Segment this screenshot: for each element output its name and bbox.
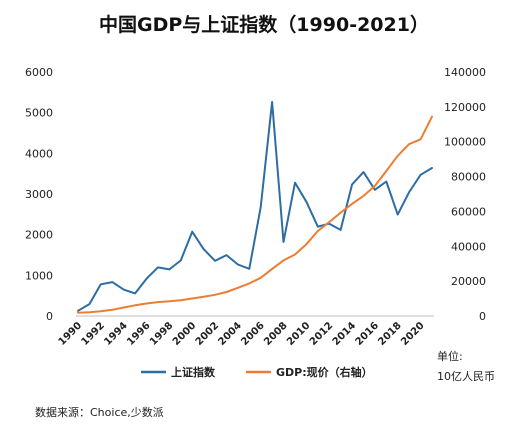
x-tick-label: 2014	[331, 320, 358, 347]
left-y-tick-label: 6000	[25, 66, 53, 79]
x-axis: 1990199219941996199820002002200420062008…	[57, 315, 434, 348]
x-tick-label: 2000	[171, 320, 198, 347]
x-tick-label: 1996	[125, 320, 152, 347]
right-y-tick-label: 60000	[451, 205, 486, 218]
left-y-tick-label: 2000	[25, 229, 53, 242]
left-y-tick-label: 1000	[25, 269, 53, 282]
x-tick-label: 2008	[262, 320, 289, 347]
series-line-shanghai-index	[77, 101, 433, 312]
right-y-tick-label: 100000	[444, 136, 486, 149]
x-tick-label: 1990	[57, 320, 84, 347]
legend-label-gdp: GDP:现价（右轴）	[276, 365, 373, 379]
left-y-axis: 0 1000 2000 3000 4000 5000 6000	[25, 66, 53, 323]
legend: 上证指数 GDP:现价（右轴）	[141, 365, 373, 379]
series-layer	[77, 101, 433, 314]
right-y-tick-label: 120000	[444, 101, 486, 114]
x-tick-label: 1994	[102, 320, 129, 347]
x-tick-label: 2020	[399, 320, 426, 347]
right-y-tick-label: 0	[479, 310, 486, 323]
left-y-tick-label: 3000	[25, 188, 53, 201]
x-tick-label: 2016	[354, 320, 381, 347]
left-y-tick-label: 0	[46, 310, 53, 323]
x-tick-label: 2002	[194, 320, 221, 347]
right-y-tick-label: 40000	[451, 240, 486, 253]
data-source-note: 数据来源：Choice,少数派	[35, 405, 164, 419]
series-line-gdp	[77, 115, 433, 314]
x-tick-label: 1992	[79, 320, 106, 347]
unit-note-line1: 单位:	[437, 349, 463, 363]
x-tick-label: 2004	[217, 320, 244, 347]
chart-title: 中国GDP与上证指数（1990-2021）	[99, 13, 429, 36]
legend-label-shanghai-index: 上证指数	[171, 365, 216, 379]
x-tick-label: 2018	[376, 320, 403, 347]
right-y-tick-label: 20000	[451, 275, 486, 288]
right-y-tick-label: 80000	[451, 171, 486, 184]
right-y-tick-label: 140000	[444, 66, 486, 79]
x-tick-label: 2010	[285, 320, 312, 347]
right-y-axis: 0 20000 40000 60000 80000 100000 120000 140000	[444, 66, 486, 323]
x-tick-label: 1998	[148, 320, 175, 347]
left-y-tick-label: 4000	[25, 147, 53, 160]
x-tick-label: 2006	[239, 320, 266, 347]
unit-note-line2: 10亿人民币	[437, 370, 495, 383]
left-y-tick-label: 5000	[25, 107, 53, 120]
x-tick-label: 2012	[308, 320, 335, 347]
